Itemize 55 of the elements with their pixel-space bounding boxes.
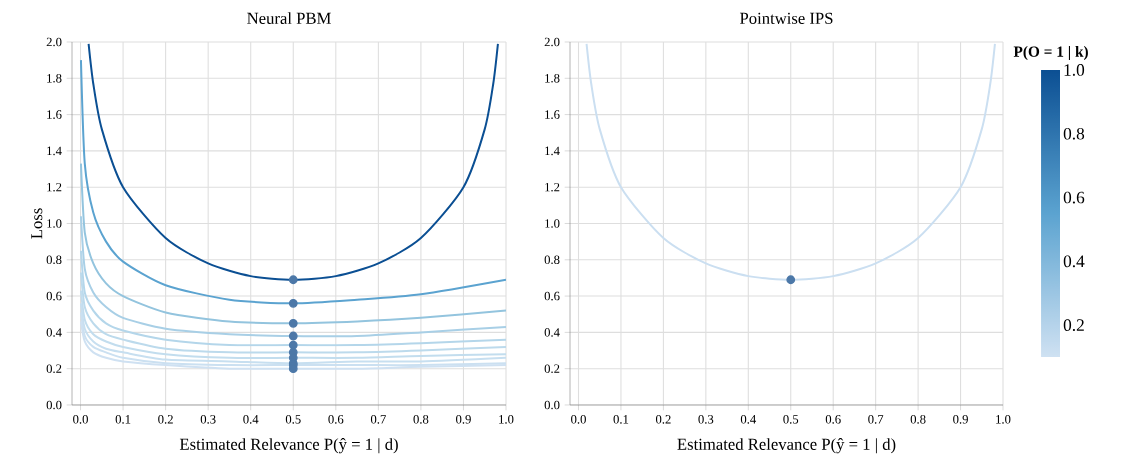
y-tick-label: 0.6 (46, 291, 62, 301)
y-tick-label: 1.8 (545, 73, 560, 83)
x-tick-label: 0.1 (613, 415, 629, 424)
x-axis-title: Estimated Relevance P(ŷ = 1 | d) (677, 438, 896, 454)
color-bar-label: 0.2 (1063, 319, 1084, 331)
y-tick-label: 2.0 (46, 37, 62, 47)
y-tick-label: 0.4 (544, 328, 560, 337)
x-tick-label: 0.5 (783, 415, 799, 424)
x-tick-label: 0.4 (740, 415, 757, 424)
y-tick-label: 1.4 (47, 146, 62, 156)
y-tick-label: 0.8 (544, 255, 560, 265)
x-tick-label: 0.9 (456, 415, 471, 424)
chart-title: Neural PBM (247, 12, 331, 24)
x-tick-label: 1.0 (996, 415, 1011, 424)
x-tick-label: 0.1 (115, 415, 131, 424)
y-tick-label: 2.0 (544, 37, 560, 47)
color-bar-label: 0.4 (1063, 255, 1085, 268)
color-bar-label: 0.8 (1063, 127, 1085, 140)
y-tick-label: 0.2 (544, 364, 560, 373)
x-tick-label: 1.0 (499, 415, 514, 424)
x-tick-label: 0.6 (825, 415, 841, 424)
y-tick-label: 0.8 (46, 255, 62, 265)
y-tick-label: 0.4 (46, 328, 62, 337)
x-tick-label: 0.3 (698, 415, 714, 424)
y-tick-label: 0.0 (544, 400, 560, 410)
x-tick-label: 0.8 (413, 415, 429, 424)
y-tick-label: 1.0 (47, 219, 62, 228)
y-tick-label: 1.0 (545, 219, 560, 228)
x-tick-label: 0.6 (328, 415, 344, 424)
x-tick-label: 0.4 (243, 415, 259, 424)
y-tick-label: 0.6 (544, 291, 560, 301)
y-tick-label: 1.6 (47, 110, 62, 119)
color-bar-label: 1.0 (1064, 64, 1085, 76)
x-axis-title: Estimated Relevance P(ŷ = 1 | d) (179, 438, 398, 454)
color-bar-title: P(O = 1 | k) (1013, 45, 1088, 60)
y-axis-title: Loss (31, 208, 43, 239)
x-tick-label: 0.2 (158, 415, 173, 424)
y-tick-label: 0.0 (46, 400, 62, 410)
x-tick-label: 0.7 (370, 415, 386, 424)
x-tick-label: 0.7 (868, 415, 884, 424)
color-bar-label: 0.6 (1063, 191, 1085, 204)
y-tick-label: 1.8 (47, 73, 62, 83)
x-tick-label: 0.0 (571, 415, 586, 424)
x-tick-label: 0.3 (200, 415, 216, 424)
x-tick-label: 0.2 (655, 415, 671, 424)
y-tick-label: 0.2 (46, 364, 62, 373)
x-tick-label: 0.5 (285, 415, 301, 424)
y-tick-label: 1.4 (545, 146, 560, 156)
y-tick-label: 1.6 (545, 110, 560, 119)
chart-title: Pointwise IPS (739, 12, 833, 24)
x-tick-label: 0.9 (953, 415, 968, 424)
y-tick-label: 1.2 (47, 182, 62, 192)
y-tick-label: 1.2 (545, 182, 560, 192)
x-tick-label: 0.0 (73, 415, 88, 424)
x-tick-label: 0.8 (910, 415, 926, 424)
